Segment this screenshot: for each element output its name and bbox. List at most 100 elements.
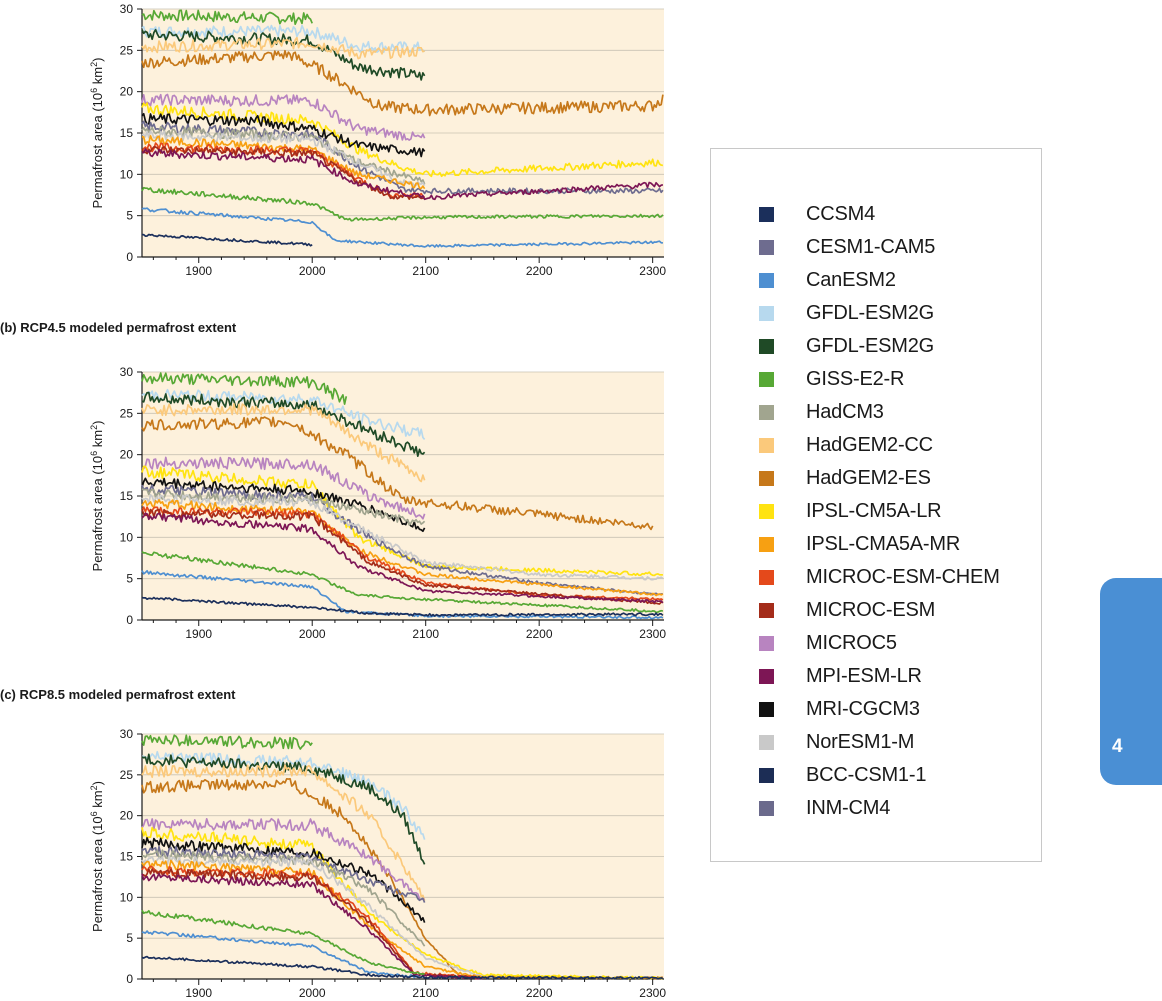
y-tick-label: 30 — [120, 2, 134, 16]
y-tick-label: 20 — [120, 85, 134, 99]
legend-item: NorESM1-M — [759, 730, 915, 753]
legend-swatch — [759, 536, 774, 552]
series-line — [141, 112, 426, 158]
series-line — [141, 9, 313, 26]
x-tick-label: 2000 — [299, 986, 326, 1000]
y-tick-label: 25 — [120, 406, 134, 420]
series-line — [141, 909, 425, 975]
x-tick-label: 2300 — [639, 627, 666, 641]
x-tick-label: 2200 — [526, 627, 553, 641]
y-tick-label: 10 — [120, 167, 134, 181]
y-axis-label: Permafrost area (106 km2) — [89, 421, 105, 572]
series-line — [141, 148, 664, 201]
series-line — [141, 372, 348, 405]
legend-item: CanESM2 — [759, 269, 896, 291]
legend-item: CESM1-CAM5 — [759, 235, 936, 258]
series-line — [141, 36, 425, 60]
legend-label: CESM1-CAM5 — [806, 235, 936, 258]
panel-title-c: (c) RCP8.5 modeled permafrost extent — [0, 687, 236, 702]
legend-label: GISS-E2-R — [806, 367, 905, 390]
legend-label: BCC-CSM1-1 — [806, 763, 927, 786]
legend: CCSM4 CESM1-CAM5 CanESM2 GFDL-ESM2G GFDL… — [710, 148, 1042, 862]
series-line — [141, 130, 426, 187]
legend-swatch — [759, 503, 774, 519]
legend-label: MRI-CGCM3 — [806, 697, 920, 720]
y-tick-label: 0 — [126, 250, 133, 264]
series-line — [141, 512, 664, 604]
y-tick-label: 30 — [120, 727, 134, 741]
series-line — [141, 456, 426, 520]
y-tick-label: 15 — [120, 489, 134, 503]
series-line — [141, 403, 426, 483]
legend-item: HadGEM2-ES — [759, 466, 931, 489]
y-tick-label: 10 — [120, 890, 134, 904]
chart-panel: 0 5 10 15 20 25 30 1900 2000 2100 2200 2300 Permafro… — [89, 365, 666, 641]
chart-panel: 0 5 10 15 20 25 30 1900 2000 2100 2200 2300 Permafro… — [89, 727, 666, 1000]
series-line — [141, 872, 483, 980]
legend-swatch — [759, 437, 774, 453]
legend-item: MICROC-ESM-CHEM — [759, 565, 1000, 588]
y-tick-label: 5 — [126, 931, 133, 945]
legend-label: HadGEM2-ES — [806, 466, 931, 489]
legend-swatch — [759, 635, 774, 651]
y-tick-label: 25 — [120, 768, 134, 782]
y-tick-label: 0 — [126, 972, 133, 986]
series-line — [141, 186, 664, 222]
legend-swatch — [759, 668, 774, 684]
legend-swatch — [759, 569, 774, 585]
series-line — [141, 955, 664, 980]
chapter-number: 4 — [1112, 736, 1123, 757]
legend-item: MRI-CGCM3 — [759, 697, 920, 720]
legend-item: HadGEM2-CC — [759, 433, 933, 456]
series-line — [141, 391, 426, 458]
legend-label: NorESM1-M — [806, 730, 915, 753]
legend-swatch — [759, 404, 774, 420]
legend-item: MICROC-ESM — [759, 598, 936, 621]
legend-item: INM-CM4 — [759, 796, 891, 819]
series-line — [141, 550, 664, 614]
series-line — [141, 734, 313, 750]
x-tick-label: 2200 — [526, 264, 553, 278]
legend-swatch — [759, 239, 774, 255]
x-tick-label: 1900 — [185, 264, 212, 278]
series-line — [141, 49, 664, 117]
legend-label: HadGEM2-CC — [806, 433, 933, 456]
legend-label: MICROC-ESM-CHEM — [806, 565, 1000, 588]
legend-swatch — [759, 602, 774, 618]
series-line — [141, 28, 426, 81]
series-line — [141, 854, 483, 977]
y-tick-label: 20 — [120, 809, 134, 823]
legend-label: HadCM3 — [806, 400, 884, 423]
series-line — [141, 102, 664, 178]
series-line — [141, 135, 426, 190]
series-line — [141, 207, 663, 248]
legend-item: HadCM3 — [759, 400, 884, 423]
series-line — [141, 777, 663, 980]
x-tick-label: 2100 — [412, 264, 439, 278]
y-tick-label: 15 — [120, 126, 134, 140]
x-tick-label: 2000 — [299, 627, 326, 641]
chapter-tab: 4 — [1100, 578, 1162, 785]
series-line — [141, 753, 426, 865]
series-line — [141, 845, 426, 903]
legend-swatch — [759, 800, 774, 816]
series-line — [141, 764, 426, 901]
legend-label: INM-CM4 — [806, 796, 891, 819]
legend-swatch — [759, 305, 774, 321]
x-tick-label: 2100 — [412, 986, 439, 1000]
legend-label: MPI-ESM-LR — [806, 664, 922, 687]
legend-label: MICROC5 — [806, 631, 897, 654]
legend-label: MICROC-ESM — [806, 598, 936, 621]
legend-label: IPSL-CM5A-LR — [806, 499, 942, 522]
x-tick-label: 2300 — [639, 986, 666, 1000]
legend-swatch — [759, 734, 774, 750]
legend-swatch — [759, 206, 774, 222]
x-tick-label: 2000 — [299, 264, 326, 278]
legend-label: IPSL-CMA5A-MR — [806, 532, 961, 555]
x-tick-label: 1900 — [185, 627, 212, 641]
legend-swatch — [759, 272, 774, 288]
y-tick-label: 5 — [126, 572, 133, 586]
legend-swatch — [759, 371, 774, 387]
legend-swatch — [759, 470, 774, 486]
